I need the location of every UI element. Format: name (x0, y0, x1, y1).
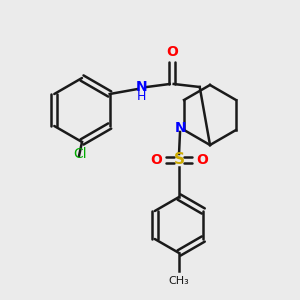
Text: O: O (166, 45, 178, 59)
Text: O: O (150, 153, 162, 167)
Text: Cl: Cl (73, 147, 87, 161)
Text: O: O (196, 153, 208, 167)
Text: N: N (136, 80, 148, 94)
Text: S: S (173, 152, 184, 167)
Text: N: N (175, 121, 187, 135)
Text: H: H (137, 91, 146, 103)
Text: CH₃: CH₃ (169, 276, 189, 286)
